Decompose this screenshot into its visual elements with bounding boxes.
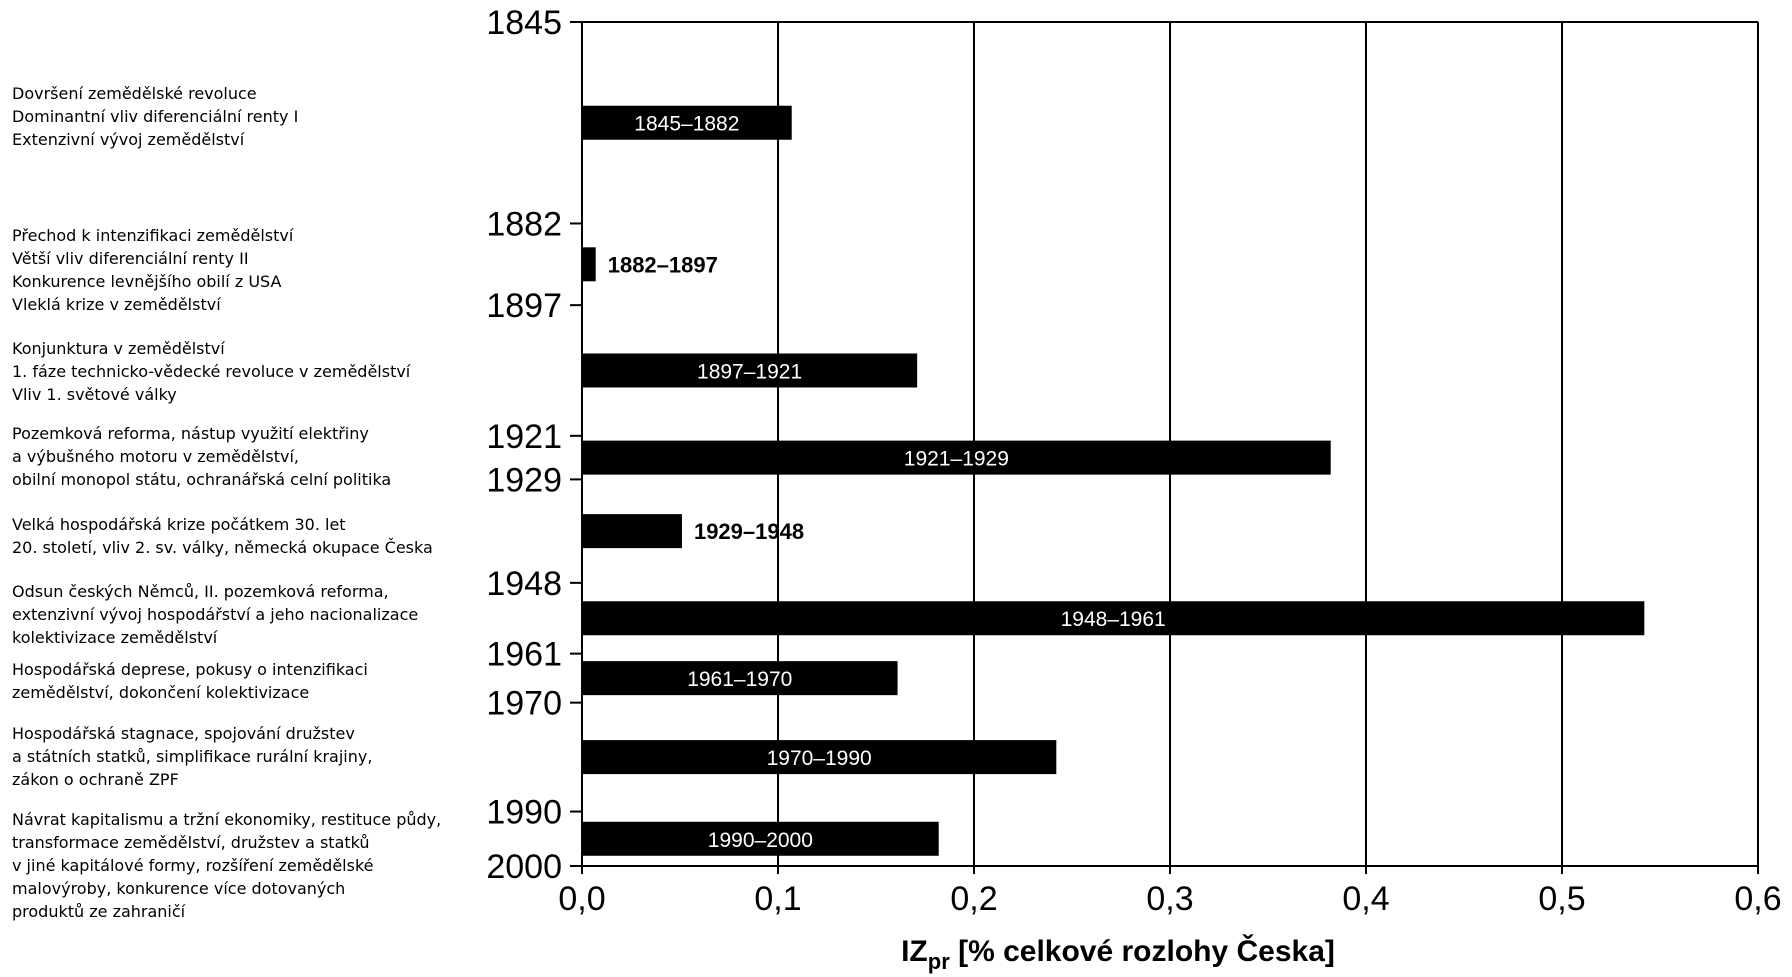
- y-tick-label-8: 1990: [486, 794, 562, 832]
- bar-0: [582, 105, 792, 140]
- bar-label-8: 1990–2000: [708, 829, 813, 852]
- bar-label-3: 1921–1929: [904, 448, 1009, 471]
- x-axis-title-rest: [% celkové rozlohy Česka]: [950, 934, 1335, 968]
- x-tick-label-0: 0,0: [558, 880, 605, 918]
- y-tick-label-3: 1921: [486, 418, 562, 456]
- bar-2: [582, 353, 918, 388]
- bar-7: [582, 740, 1057, 775]
- x-tick-label-3: 0,3: [1146, 880, 1193, 918]
- period-description-2: Konjunktura v zemědělství 1. fáze technic…: [12, 337, 410, 406]
- x-axis-title-subscript: pr: [928, 949, 950, 974]
- y-tick-label-2: 1897: [486, 287, 562, 325]
- bar-5: [582, 601, 1645, 636]
- period-description-line: v jiné kapitálové formy, rozšíření zeměd…: [12, 856, 374, 875]
- x-tick-label-2: 0,2: [950, 880, 997, 918]
- bar-label-6: 1961–1970: [687, 668, 792, 691]
- bar-label-0: 1845–1882: [634, 113, 739, 136]
- y-tick-label-7: 1970: [486, 685, 562, 723]
- period-description-line: a státních statků, simplifikace rurální …: [12, 747, 373, 766]
- period-description-line: Větší vliv diferenciální renty II: [12, 249, 249, 268]
- bar-label-4: 1929–1948: [694, 519, 804, 544]
- y-tick-label-0: 1845: [486, 4, 562, 42]
- y-tick-label-1: 1882: [486, 205, 562, 243]
- bar-1: [582, 247, 596, 282]
- bar-label-7: 1970–1990: [767, 747, 872, 770]
- period-description-8: Návrat kapitalismu a tržní ekonomiky, re…: [12, 808, 441, 923]
- period-description-line: zákon o ochraně ZPF: [12, 770, 179, 789]
- x-tick-label-6: 0,6: [1734, 880, 1781, 918]
- x-tick-label-5: 0,5: [1538, 880, 1585, 918]
- y-tick-label-9: 2000: [486, 848, 562, 886]
- bar-label-5: 1948–1961: [1061, 608, 1166, 631]
- period-description-line: kolektivizace zemědělství: [12, 628, 218, 647]
- period-description-line: 1. fáze technicko-vědecké revoluce v zem…: [12, 362, 411, 381]
- period-description-line: transformace zemědělství, družstev a sta…: [12, 833, 370, 852]
- period-description-5: Odsun českých Němců, II. pozemková refor…: [12, 580, 418, 649]
- period-description-line: Dominantní vliv diferenciální renty I: [12, 107, 299, 126]
- x-axis-title: IZpr [% celkové rozlohy Česka]: [901, 934, 1335, 974]
- x-tick-label-4: 0,4: [1342, 880, 1389, 918]
- bar-label-2: 1897–1921: [697, 360, 802, 383]
- period-description-line: Vleklá krize v zemědělství: [12, 295, 221, 314]
- period-description-line: a výbušného motoru v zemědělství,: [12, 447, 299, 466]
- period-description-line: Pozemková reforma, nástup využití elektř…: [12, 424, 369, 443]
- bar-6: [582, 661, 898, 696]
- y-tick-label-5: 1948: [486, 565, 562, 603]
- period-description-7: Hospodářská stagnace, spojování družstev…: [12, 722, 372, 791]
- x-axis-title-main: IZ: [901, 935, 928, 968]
- period-description-line: Návrat kapitalismu a tržní ekonomiky, re…: [12, 810, 442, 829]
- period-description-line: malovýroby, konkurence více dotovaných: [12, 879, 346, 898]
- period-description-line: Vliv 1. světové války: [12, 385, 177, 404]
- y-tick-label-4: 1929: [486, 461, 562, 499]
- period-description-line: Konjunktura v zemědělství: [12, 339, 225, 358]
- period-description-line: Dovršení zemědělské revoluce: [12, 84, 257, 103]
- period-description-line: Konkurence levnějšího obilí z USA: [12, 272, 282, 291]
- period-description-6: Hospodářská deprese, pokusy o intenzifik…: [12, 658, 368, 704]
- period-description-0: Dovršení zemědělské revoluce Dominantní v…: [12, 82, 298, 151]
- bar-3: [582, 440, 1331, 475]
- y-tick-label-6: 1961: [486, 636, 562, 674]
- bar-8: [582, 821, 939, 856]
- period-description-line: Hospodářská deprese, pokusy o intenzifik…: [12, 660, 368, 679]
- bar-4: [582, 514, 682, 549]
- period-description-line: obilní monopol státu, ochranářská celní …: [12, 470, 392, 489]
- period-description-line: Odsun českých Němců, II. pozemková refor…: [12, 582, 389, 601]
- period-description-3: Pozemková reforma, nástup využití elektř…: [12, 422, 391, 491]
- period-description-1: Přechod k intenzifikaci zemědělství Větší…: [12, 224, 293, 316]
- period-description-line: Velká hospodářská krize počátkem 30. let: [12, 515, 346, 534]
- period-description-line: zemědělství, dokončení kolektivizace: [12, 683, 310, 702]
- period-description-line: Hospodářská stagnace, spojování družstev: [12, 724, 355, 743]
- period-description-line: 20. století, vliv 2. sv. války, německá …: [12, 538, 433, 557]
- bar-label-1: 1882–1897: [608, 252, 718, 277]
- period-description-4: Velká hospodářská krize počátkem 30. let…: [12, 513, 433, 559]
- period-description-line: produktů ze zahraničí: [12, 902, 186, 921]
- x-tick-label-1: 0,1: [754, 880, 801, 918]
- period-description-line: extenzivní vývoj hospodářství a jeho nac…: [12, 605, 419, 624]
- period-description-line: Přechod k intenzifikaci zemědělství: [12, 226, 294, 245]
- period-description-line: Extenzivní vývoj zemědělství: [12, 130, 245, 149]
